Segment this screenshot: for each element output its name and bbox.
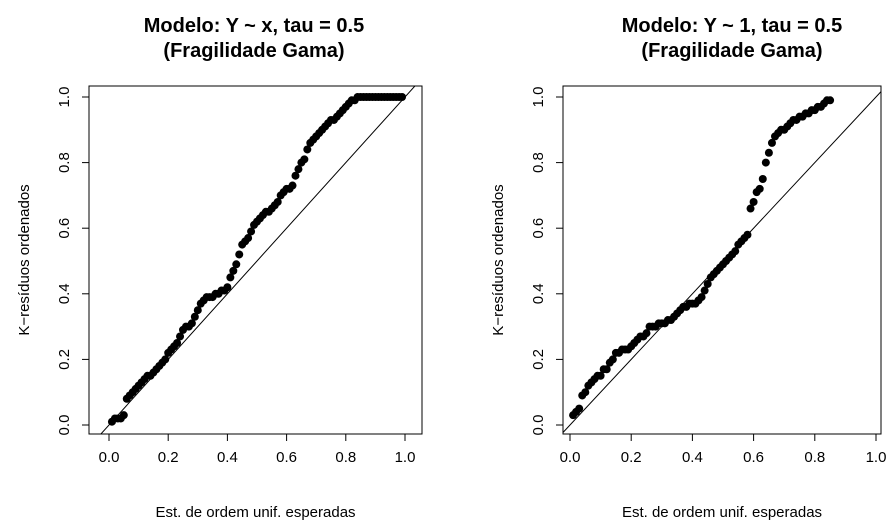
data-point — [731, 247, 740, 256]
y-axis-label: K−resíduos ordenados — [490, 184, 507, 335]
y-tick-label: 0.4 — [56, 283, 73, 304]
data-point — [642, 329, 651, 338]
chart-title-line: (Fragilidade Gama) — [641, 40, 822, 62]
data-point — [193, 306, 202, 315]
data-point — [119, 411, 128, 420]
y-tick-label: 0.0 — [56, 415, 73, 436]
data-point — [575, 404, 584, 413]
x-tick-label: 0.2 — [621, 449, 642, 466]
y-tick-label: 1.0 — [530, 87, 547, 108]
y-tick-label: 0.2 — [56, 349, 73, 370]
x-tick-label: 0.8 — [804, 449, 825, 466]
y-tick-label: 0.0 — [530, 415, 547, 436]
data-point — [273, 197, 282, 206]
data-point — [749, 197, 758, 206]
x-tick-label: 1.0 — [395, 449, 416, 466]
y-axis-label: K−resíduos ordenados — [16, 184, 33, 335]
data-point — [303, 145, 312, 154]
plot-frame — [562, 85, 882, 435]
data-point — [288, 181, 297, 190]
x-tick-label: 0.4 — [217, 449, 238, 466]
data-point — [300, 155, 309, 164]
data-point — [697, 293, 706, 302]
y-tick-label: 0.6 — [56, 218, 73, 239]
data-point — [173, 339, 182, 347]
data-point — [190, 312, 199, 321]
data-point — [767, 138, 776, 147]
x-tick-label: 0.0 — [560, 449, 581, 466]
data-point — [291, 171, 300, 180]
y-tick-label: 0.6 — [530, 218, 547, 239]
x-tick-label: 0.0 — [99, 449, 120, 466]
data-point — [581, 388, 590, 397]
plot-frame — [88, 85, 423, 435]
data-point — [758, 175, 767, 183]
data-point — [703, 279, 712, 288]
data-point — [743, 230, 752, 239]
data-point — [764, 148, 773, 157]
x-tick-label: 0.4 — [682, 449, 703, 466]
chart-title-line: Modelo: Y ~ x, tau = 0.5 — [144, 15, 364, 37]
x-tick-label: 0.2 — [158, 449, 179, 466]
chart-title-line: (Fragilidade Gama) — [163, 40, 344, 62]
x-axis-label: Est. de ordem unif. esperadas — [622, 504, 822, 521]
data-point — [244, 234, 253, 243]
data-point — [294, 165, 303, 174]
y-tick-label: 0.8 — [530, 152, 547, 173]
data-point — [223, 283, 232, 292]
data-point — [398, 93, 407, 101]
data-point — [761, 158, 770, 167]
data-point — [746, 204, 755, 213]
data-point — [700, 286, 709, 295]
data-point — [161, 355, 170, 364]
chart-title-line: Modelo: Y ~ 1, tau = 0.5 — [622, 15, 842, 37]
data-point — [232, 260, 241, 269]
data-point — [602, 365, 611, 374]
data-point — [187, 319, 196, 328]
x-tick-label: 0.8 — [335, 449, 356, 466]
x-tick-label: 0.6 — [276, 449, 297, 466]
reference-line — [100, 86, 416, 434]
data-point — [176, 332, 185, 341]
y-tick-label: 0.8 — [56, 152, 73, 173]
x-axis-label: Est. de ordem unif. esperadas — [155, 504, 355, 521]
y-tick-label: 1.0 — [56, 87, 73, 108]
data-point — [755, 184, 764, 193]
x-tick-label: 1.0 — [866, 449, 887, 466]
data-point — [226, 273, 235, 282]
data-point — [608, 355, 617, 364]
x-tick-label: 0.6 — [743, 449, 764, 466]
data-point — [235, 250, 244, 259]
y-tick-label: 0.4 — [530, 283, 547, 304]
data-point — [826, 96, 835, 105]
data-point — [596, 371, 605, 380]
data-point — [229, 266, 238, 275]
data-point — [247, 227, 256, 236]
y-tick-label: 0.2 — [530, 349, 547, 370]
